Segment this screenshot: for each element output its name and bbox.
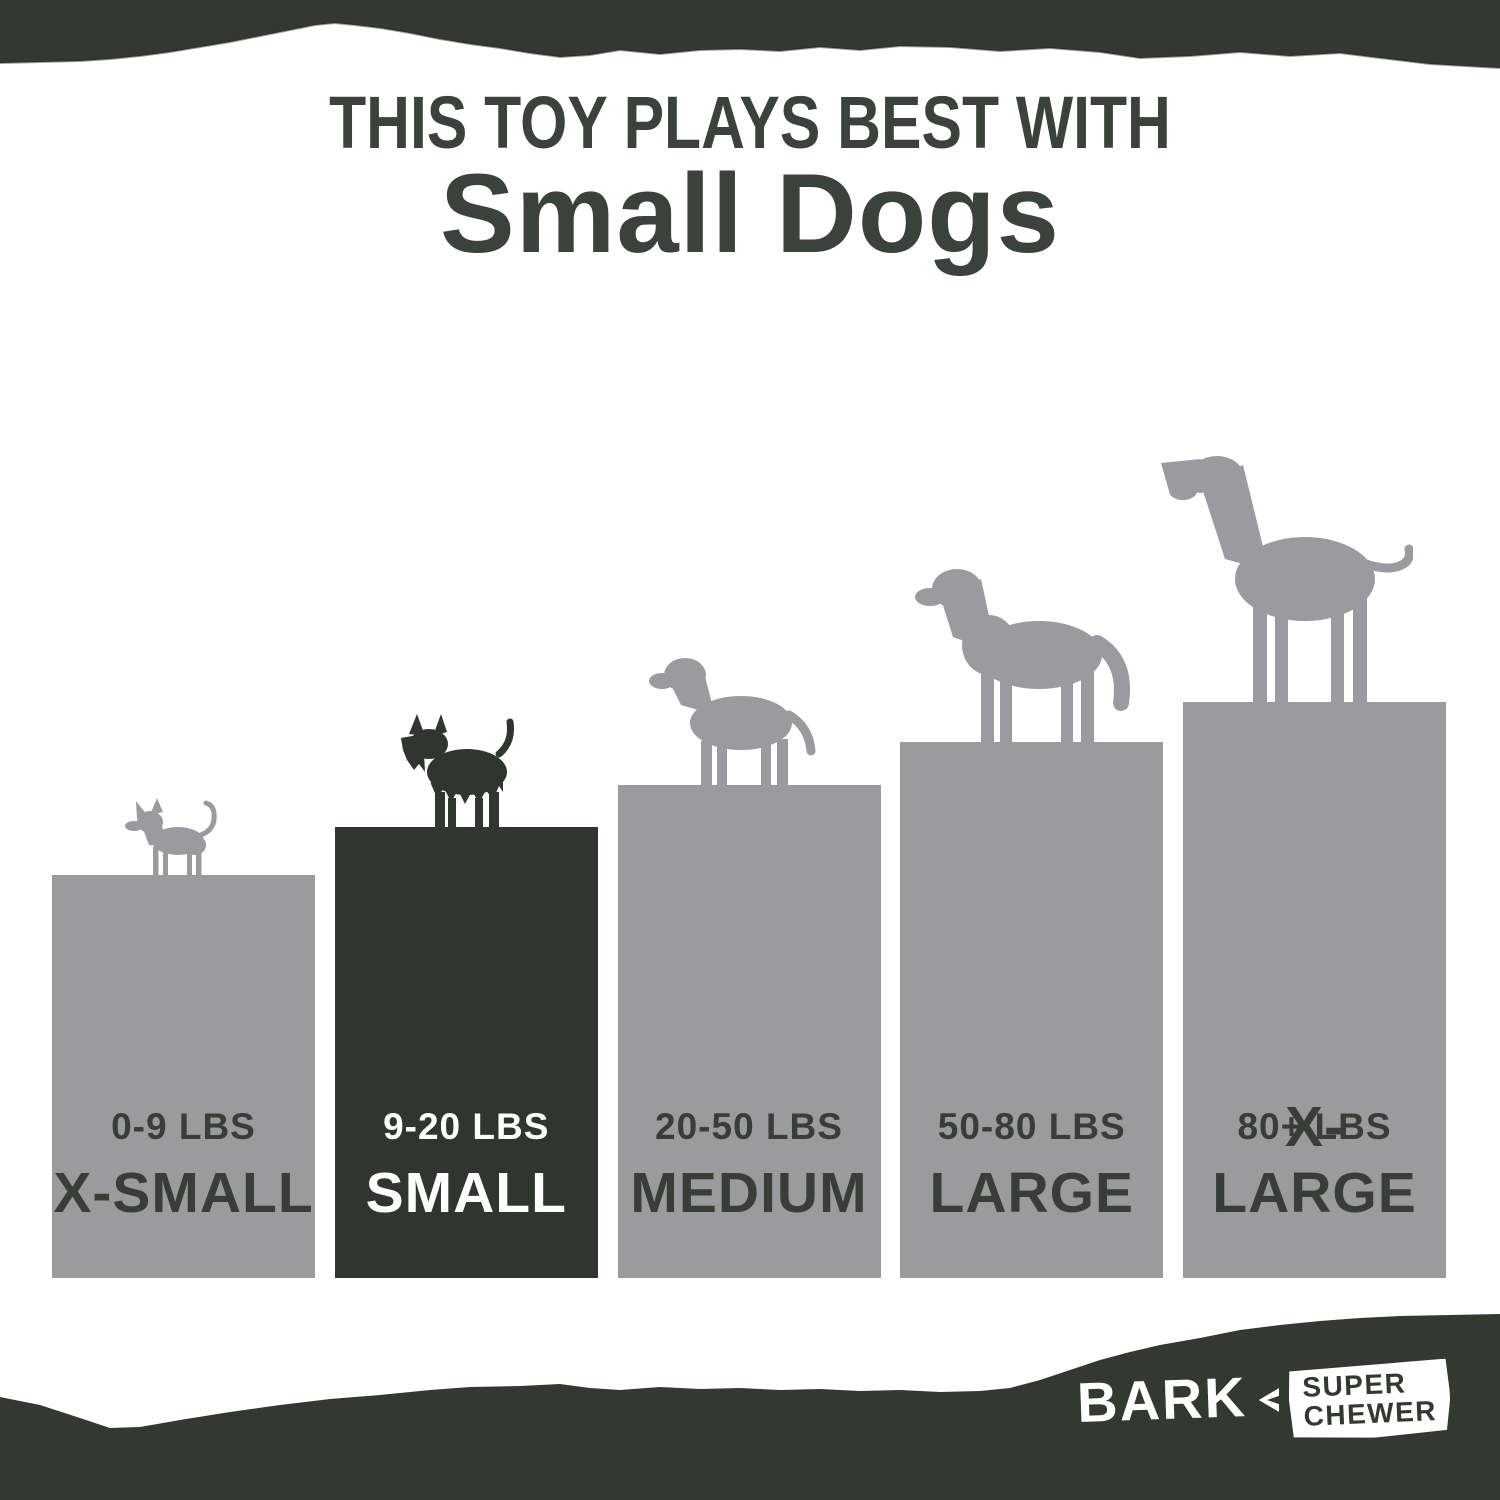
dog-silhouette-labrador xyxy=(641,645,816,787)
super-chewer-line2: CHEWER xyxy=(1302,1395,1438,1433)
weight-label: 50-80 LBS xyxy=(937,1106,1126,1147)
size-label: MEDIUM xyxy=(630,1161,868,1225)
weight-label: 20-50 LBS xyxy=(655,1106,843,1147)
size-bar: 9-20 LBS SMALL xyxy=(334,714,598,1278)
size-bar: 80+ LBS X-LARGE xyxy=(1161,456,1446,1278)
torn-paper-top xyxy=(0,0,1500,69)
weight-label: 80+ LBS xyxy=(1237,1106,1392,1147)
weight-label: 0-9 LBS xyxy=(111,1106,256,1147)
size-label: X-SMALL xyxy=(53,1161,314,1225)
size-bar: 20-50 LBS MEDIUM xyxy=(617,658,881,1278)
dog-silhouette-scottish-terrier xyxy=(395,714,523,829)
size-bar: 50-80 LBS LARGE xyxy=(900,569,1164,1278)
dog-silhouette-chihuahua xyxy=(123,795,223,877)
dog-silhouette-great-dane xyxy=(1153,441,1413,704)
size-bar-chart: 0-9 LBS X-SMALL xyxy=(52,456,1446,1278)
dog-silhouette-golden-retriever xyxy=(907,547,1142,744)
size-label: LARGE xyxy=(929,1161,1134,1225)
torn-paper-bottom xyxy=(0,1314,1500,1500)
weight-label: 9-20 LBS xyxy=(383,1106,550,1147)
size-label: X-LARGE xyxy=(1212,1095,1417,1225)
bark-wordmark: BARK xyxy=(1075,1365,1248,1435)
bark-chevron-icon xyxy=(1258,1388,1279,1413)
size-bar: 0-9 LBS X-SMALL xyxy=(52,798,315,1278)
title-kicker: THIS TOY PLAYS BEST WITH xyxy=(329,81,1171,164)
bark-logo: BARK SUPER CHEWER xyxy=(1075,1362,1450,1438)
super-chewer-badge: SUPER CHEWER xyxy=(1287,1359,1452,1442)
title-headline: Small Dogs xyxy=(440,151,1060,276)
size-label: SMALL xyxy=(365,1161,567,1225)
